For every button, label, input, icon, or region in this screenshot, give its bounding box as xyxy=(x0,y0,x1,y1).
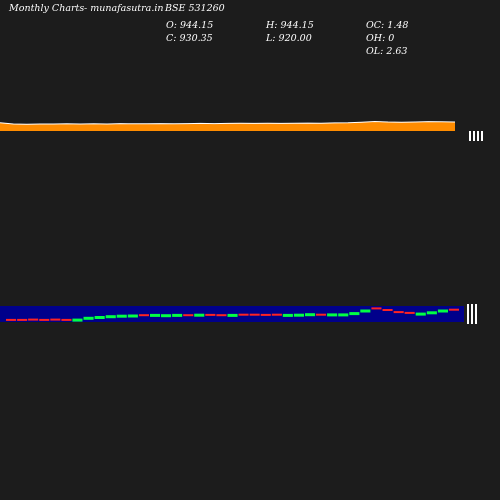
volume-bar xyxy=(249,313,260,316)
volume-bar xyxy=(150,313,161,317)
volume-bar xyxy=(183,314,194,317)
volume-bar xyxy=(338,313,349,317)
symbol-label: BSE 531260 xyxy=(165,3,225,14)
volume-bar xyxy=(349,312,360,316)
volume-bar xyxy=(293,313,304,317)
volume-bar xyxy=(172,313,183,317)
volume-bar xyxy=(404,311,415,314)
volume-bar xyxy=(415,312,426,316)
volume-bar xyxy=(50,318,61,321)
volume-bar xyxy=(393,311,404,314)
volume-bar xyxy=(72,318,83,322)
volume-bar xyxy=(83,316,94,320)
volume-bar xyxy=(282,313,293,317)
close-value: C: 930.35 xyxy=(166,33,213,44)
high-value: H: 944.15 xyxy=(266,20,314,31)
oh-value: OH: 0 xyxy=(366,33,395,44)
oc-value: OC: 1.48 xyxy=(366,20,409,31)
volume-bar xyxy=(327,313,338,317)
price-edge-marks xyxy=(469,131,483,141)
volume-edge-marks xyxy=(467,304,477,324)
volume-bar xyxy=(161,314,172,318)
volume-bar xyxy=(39,318,50,321)
ol-value: OL: 2.63 xyxy=(366,46,408,57)
volume-bar xyxy=(216,314,227,317)
volume-bar xyxy=(305,313,316,317)
volume-bar xyxy=(382,309,393,311)
open-value: O: 944.15 xyxy=(166,20,214,31)
volume-bar xyxy=(194,313,205,317)
source-label: - munafasutra.in xyxy=(84,3,164,14)
volume-bar xyxy=(371,307,382,310)
volume-bar xyxy=(448,308,459,311)
volume-bar xyxy=(116,314,127,318)
volume-bar xyxy=(28,318,39,321)
volume-bar xyxy=(127,314,138,318)
volume-bar xyxy=(205,313,216,316)
volume-bar xyxy=(227,313,238,317)
volume-chart xyxy=(6,307,459,322)
volume-bar xyxy=(94,316,105,319)
volume-bar xyxy=(17,318,28,321)
volume-bar xyxy=(105,315,116,319)
volume-bar xyxy=(271,313,282,316)
volume-bar xyxy=(260,313,271,316)
volume-bar xyxy=(360,309,371,313)
volume-bar xyxy=(437,309,448,313)
volume-bar xyxy=(61,318,72,321)
volume-bar xyxy=(138,314,149,317)
volume-bar xyxy=(6,318,17,321)
volume-bar xyxy=(426,311,437,315)
volume-bar xyxy=(316,313,327,316)
chart-title: Monthly Charts xyxy=(9,3,85,14)
low-value: L: 920.00 xyxy=(266,33,312,44)
volume-bar xyxy=(238,313,249,316)
price-chart xyxy=(0,120,456,131)
price-line xyxy=(0,120,456,125)
